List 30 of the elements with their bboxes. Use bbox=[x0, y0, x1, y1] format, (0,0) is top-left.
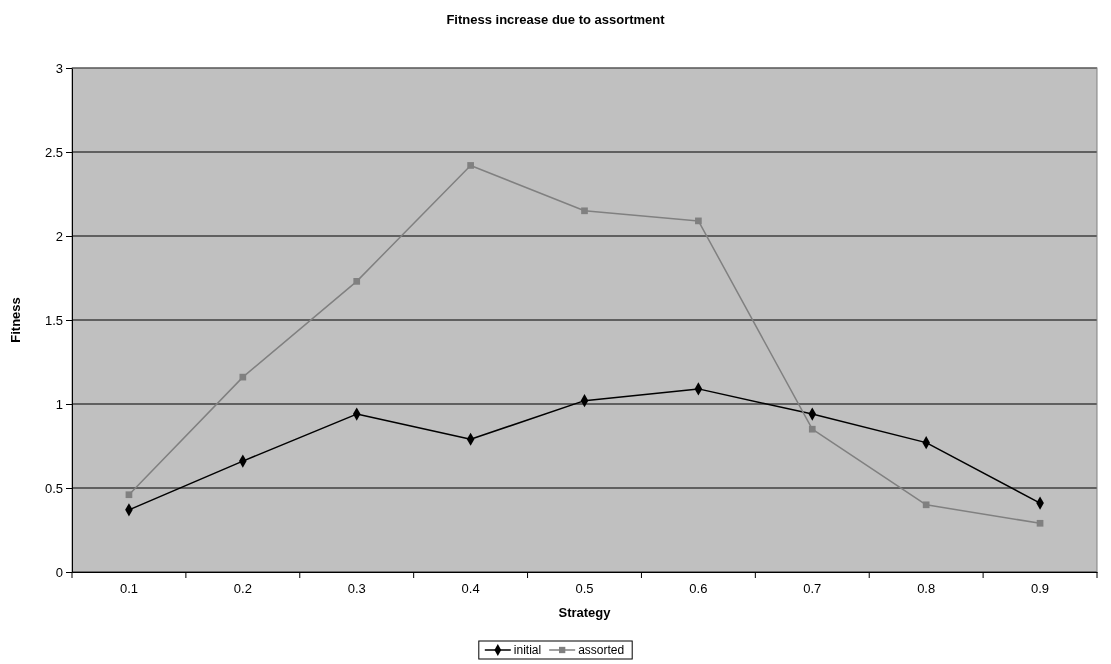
x-tick-label: 0.3 bbox=[347, 581, 366, 597]
y-tick-label: 0 bbox=[55, 564, 63, 580]
y-axis-title: Fitness bbox=[8, 297, 23, 343]
y-tick-label: 0.5 bbox=[44, 480, 63, 496]
y-tick-label: 1.5 bbox=[44, 312, 63, 328]
legend-label: initial bbox=[513, 643, 542, 657]
point bbox=[1036, 519, 1044, 527]
legend-label: assorted bbox=[578, 643, 625, 657]
x-tick-label: 0.8 bbox=[917, 581, 936, 597]
y-tick-label: 3 bbox=[55, 60, 63, 76]
x-tick-label: 0.4 bbox=[461, 581, 480, 597]
x-tick-label: 0.1 bbox=[119, 581, 138, 597]
point bbox=[695, 217, 702, 225]
point bbox=[239, 373, 247, 381]
x-axis-title: Strategy bbox=[558, 605, 612, 620]
point bbox=[125, 491, 133, 499]
y-tick-label: 1 bbox=[55, 396, 63, 412]
point bbox=[808, 425, 816, 433]
point bbox=[467, 162, 474, 169]
x-tick-label: 0.6 bbox=[689, 581, 708, 597]
point bbox=[353, 278, 361, 285]
y-tick-label: 2.5 bbox=[44, 144, 63, 160]
x-tick-label: 0.5 bbox=[575, 581, 594, 597]
y-tick-label: 2 bbox=[55, 228, 63, 244]
point bbox=[922, 501, 930, 509]
x-tick-label: 0.9 bbox=[1031, 581, 1050, 597]
point bbox=[581, 207, 588, 215]
x-tick-label: 0.7 bbox=[803, 581, 822, 597]
chart-title: Fitness increase due to assortment bbox=[446, 12, 666, 27]
x-tick-label: 0.2 bbox=[233, 581, 252, 597]
